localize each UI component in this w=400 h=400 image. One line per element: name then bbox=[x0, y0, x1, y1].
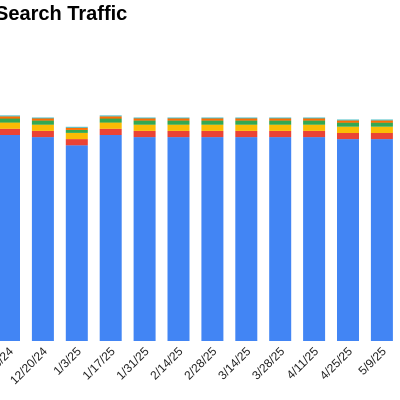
chart-title: Search Traffic bbox=[0, 3, 128, 25]
x-tick-label: 2/14/25 bbox=[147, 344, 185, 382]
bar-segment-1-31-25-s1 bbox=[133, 130, 156, 138]
bar-segment-12-20-24-s0 bbox=[31, 137, 54, 341]
bar-segment-5-9-25-s3 bbox=[370, 122, 393, 127]
bar-segment-1-17-25-s0 bbox=[99, 135, 122, 341]
bar-segment-5-9-25-s2 bbox=[370, 126, 393, 133]
bar-segment-4-11-25-s0 bbox=[303, 137, 326, 341]
x-tick-label: 1/17/25 bbox=[80, 344, 118, 382]
bar-segment-4-11-25-s5 bbox=[303, 117, 326, 119]
bar-segment-1-17-25-s2 bbox=[99, 122, 122, 129]
x-tick-label: 3/14/25 bbox=[215, 344, 253, 382]
bar-segment-4-25-25-s5 bbox=[337, 119, 359, 121]
bar-segment-2-28-25-s2 bbox=[201, 124, 224, 131]
bar-segment-1-31-25-s0 bbox=[133, 137, 156, 341]
bar-segment-2-14-25-s0 bbox=[167, 137, 190, 341]
bar-segment-12-6-24-s0 bbox=[0, 135, 20, 341]
bar-segment-3-14-25-s4 bbox=[235, 118, 258, 121]
bar-segment-1-3-25-s1 bbox=[65, 139, 88, 146]
bar-segment-2-28-25-s5 bbox=[201, 117, 224, 119]
bar-segment-3-28-25-s5 bbox=[269, 117, 292, 119]
x-tick-label: 12/20/24 bbox=[7, 344, 50, 387]
x-tick-label: 3/28/25 bbox=[249, 344, 287, 382]
bars-group bbox=[0, 115, 393, 341]
bar-segment-1-3-25-s4 bbox=[65, 127, 88, 130]
bar-segment-12-6-24-s4 bbox=[0, 116, 20, 119]
bar-segment-12-6-24-s1 bbox=[0, 128, 20, 135]
bar-segment-1-3-25-s0 bbox=[65, 145, 88, 341]
bar-segment-2-14-25-s3 bbox=[167, 120, 190, 125]
bar-segment-4-25-25-s3 bbox=[337, 122, 359, 127]
bar-segment-3-28-25-s0 bbox=[269, 137, 292, 341]
bar-segment-4-11-25-s3 bbox=[303, 120, 326, 125]
x-tick-label: 2/28/25 bbox=[181, 344, 219, 382]
bar-segment-2-14-25-s1 bbox=[167, 130, 190, 138]
bar-segment-2-28-25-s4 bbox=[201, 118, 224, 121]
bar-segment-3-14-25-s5 bbox=[235, 117, 258, 119]
bar-segment-2-28-25-s3 bbox=[201, 120, 224, 125]
bar-segment-1-17-25-s1 bbox=[99, 128, 122, 135]
bar-segment-5-9-25-s4 bbox=[370, 120, 393, 123]
bar-segment-3-28-25-s4 bbox=[269, 118, 292, 121]
bar-segment-4-25-25-s4 bbox=[337, 120, 359, 123]
bar-segment-12-20-24-s5 bbox=[31, 117, 54, 119]
bar-segment-12-6-24-s2 bbox=[0, 122, 20, 129]
bar-segment-3-14-25-s1 bbox=[235, 130, 258, 138]
bar-segment-1-3-25-s2 bbox=[65, 132, 88, 140]
bar-segment-4-25-25-s1 bbox=[337, 132, 359, 140]
bar-segment-2-14-25-s5 bbox=[167, 117, 190, 119]
x-tick-label: 1/31/25 bbox=[114, 344, 152, 382]
bar-segment-12-20-24-s2 bbox=[31, 124, 54, 131]
bar-segment-5-9-25-s5 bbox=[370, 119, 393, 121]
bar-segment-3-14-25-s3 bbox=[235, 120, 258, 125]
bar-segment-3-28-25-s2 bbox=[269, 124, 292, 131]
bar-segment-5-9-25-s1 bbox=[370, 132, 393, 140]
bar-segment-4-25-25-s2 bbox=[337, 126, 359, 133]
x-tick-label: 5/9/25 bbox=[356, 344, 390, 378]
bar-segment-12-20-24-s1 bbox=[31, 130, 54, 138]
bar-segment-12-20-24-s3 bbox=[31, 120, 54, 125]
bar-segment-4-11-25-s1 bbox=[303, 130, 326, 138]
bar-segment-12-6-24-s3 bbox=[0, 118, 20, 123]
bar-segment-3-14-25-s2 bbox=[235, 124, 258, 131]
bar-segment-2-14-25-s4 bbox=[167, 118, 190, 121]
bar-segment-4-11-25-s4 bbox=[303, 118, 326, 121]
bar-segment-2-14-25-s2 bbox=[167, 124, 190, 131]
bar-segment-5-9-25-s0 bbox=[370, 139, 393, 341]
bar-segment-12-6-24-s5 bbox=[0, 115, 20, 117]
bar-segment-3-28-25-s3 bbox=[269, 120, 292, 125]
bar-segment-1-31-25-s4 bbox=[133, 118, 156, 121]
bar-segment-1-31-25-s2 bbox=[133, 124, 156, 131]
bar-segment-1-17-25-s3 bbox=[99, 118, 122, 123]
bar-segment-1-31-25-s3 bbox=[133, 120, 156, 125]
bar-segment-1-17-25-s5 bbox=[99, 115, 122, 117]
bar-segment-1-3-25-s3 bbox=[65, 129, 88, 133]
bar-segment-4-11-25-s2 bbox=[303, 124, 326, 131]
bar-segment-1-3-25-s5 bbox=[65, 126, 88, 128]
bar-segment-2-28-25-s1 bbox=[201, 130, 224, 138]
x-tick-label: 4/25/25 bbox=[317, 344, 355, 382]
bar-segment-1-17-25-s4 bbox=[99, 116, 122, 119]
bar-segment-3-28-25-s1 bbox=[269, 130, 292, 138]
bar-segment-2-28-25-s0 bbox=[201, 137, 224, 341]
bar-segment-1-31-25-s5 bbox=[133, 117, 156, 119]
bar-segment-3-14-25-s0 bbox=[235, 137, 258, 341]
bar-segment-4-25-25-s0 bbox=[337, 139, 359, 341]
x-tick-label: 4/11/25 bbox=[284, 344, 322, 382]
bar-segment-12-20-24-s4 bbox=[31, 118, 54, 121]
